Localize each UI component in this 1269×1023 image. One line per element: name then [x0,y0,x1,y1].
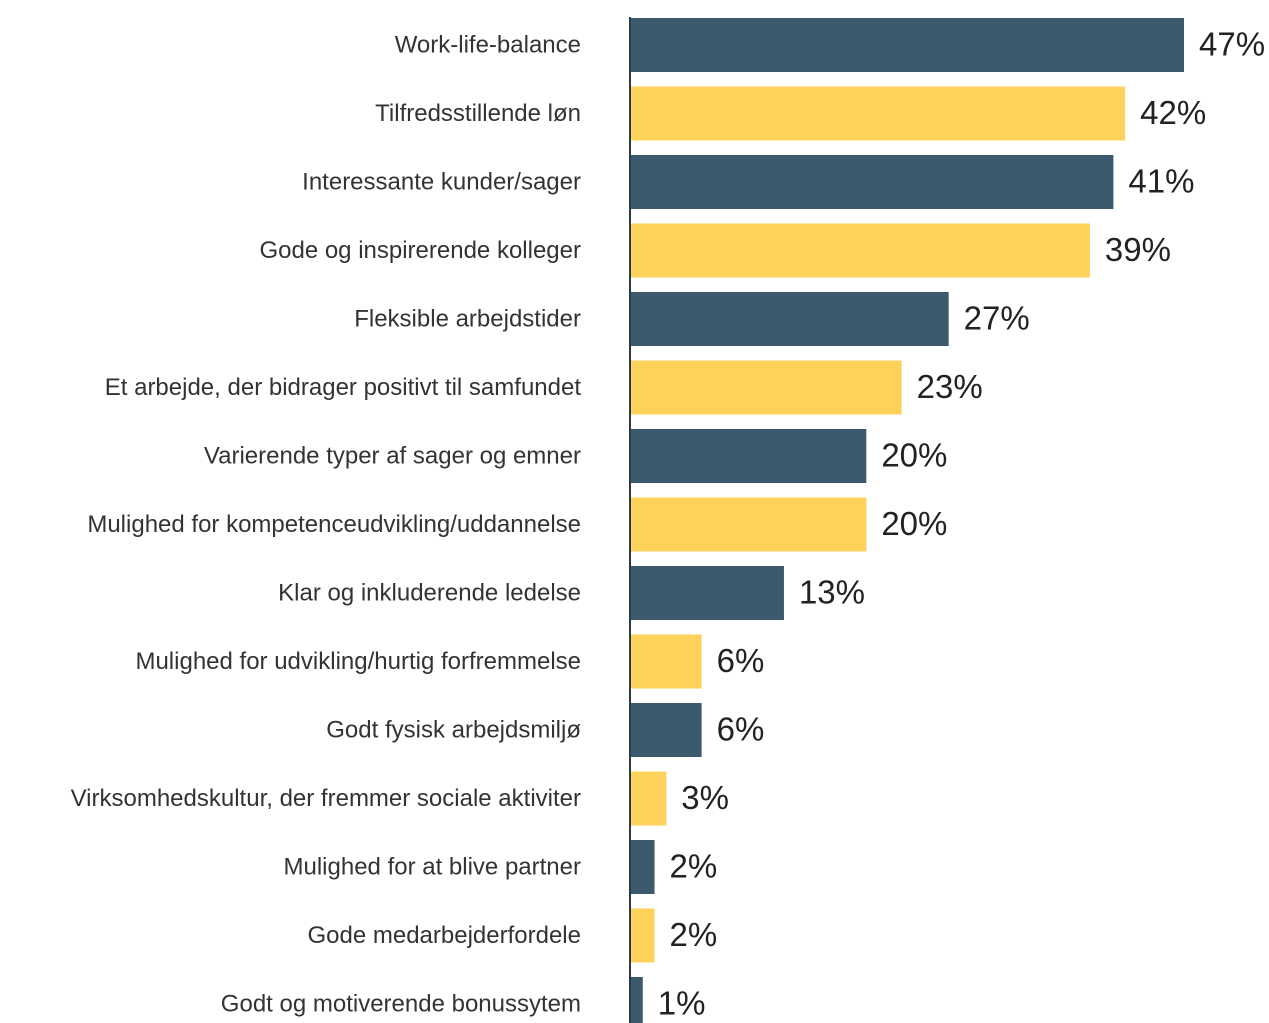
bar [631,86,1126,141]
category-label: Tilfredsstillende løn [375,100,581,127]
category-label: Mulighed for kompetenceudvikling/uddanne… [87,511,581,538]
value-label: 2% [670,848,718,885]
bar [631,977,643,1023]
bar [631,840,655,894]
category-label: Gode og inspirerende kolleger [259,237,581,264]
value-label: 41% [1128,163,1194,200]
value-label: 6% [717,711,765,748]
bar [631,908,655,963]
category-label: Work-life-balance [395,31,581,58]
category-label: Varierende typer af sager og emner [204,442,581,469]
bar [631,634,702,689]
category-label: Et arbejde, der bidrager positivt til sa… [105,374,582,401]
category-label: Godt fysisk arbejdsmiljø [326,716,581,743]
bar [631,18,1184,72]
bar [631,771,667,826]
category-label: Mulighed for at blive partner [284,853,582,880]
category-label: Gode medarbejderfordele [307,922,581,949]
bar [631,155,1114,209]
value-label: 27% [964,300,1030,337]
value-label: 6% [717,642,765,679]
bar [631,223,1090,278]
bar [631,566,784,620]
value-label: 1% [658,985,706,1022]
bar [631,703,702,757]
bar [631,292,949,346]
category-label: Interessante kunder/sager [302,168,581,195]
value-label: 47% [1199,26,1265,63]
category-label: Mulighed for udvikling/hurtig forfremmel… [135,648,581,675]
bar [631,429,867,483]
value-label: 42% [1140,94,1206,131]
value-label: 39% [1105,231,1171,268]
category-label: Fleksible arbejdstider [354,305,581,332]
bar [631,497,867,552]
value-label: 20% [881,505,947,542]
category-label: Klar og inkluderende ledelse [278,579,581,606]
value-label: 2% [670,916,718,953]
value-label: 23% [917,368,983,405]
category-label: Virksomhedskultur, der fremmer sociale a… [71,785,581,812]
value-label: 20% [881,437,947,474]
value-label: 13% [799,574,865,611]
bar [631,360,902,415]
category-label: Godt og motiverende bonussytem [221,990,581,1017]
value-label: 3% [681,779,729,816]
